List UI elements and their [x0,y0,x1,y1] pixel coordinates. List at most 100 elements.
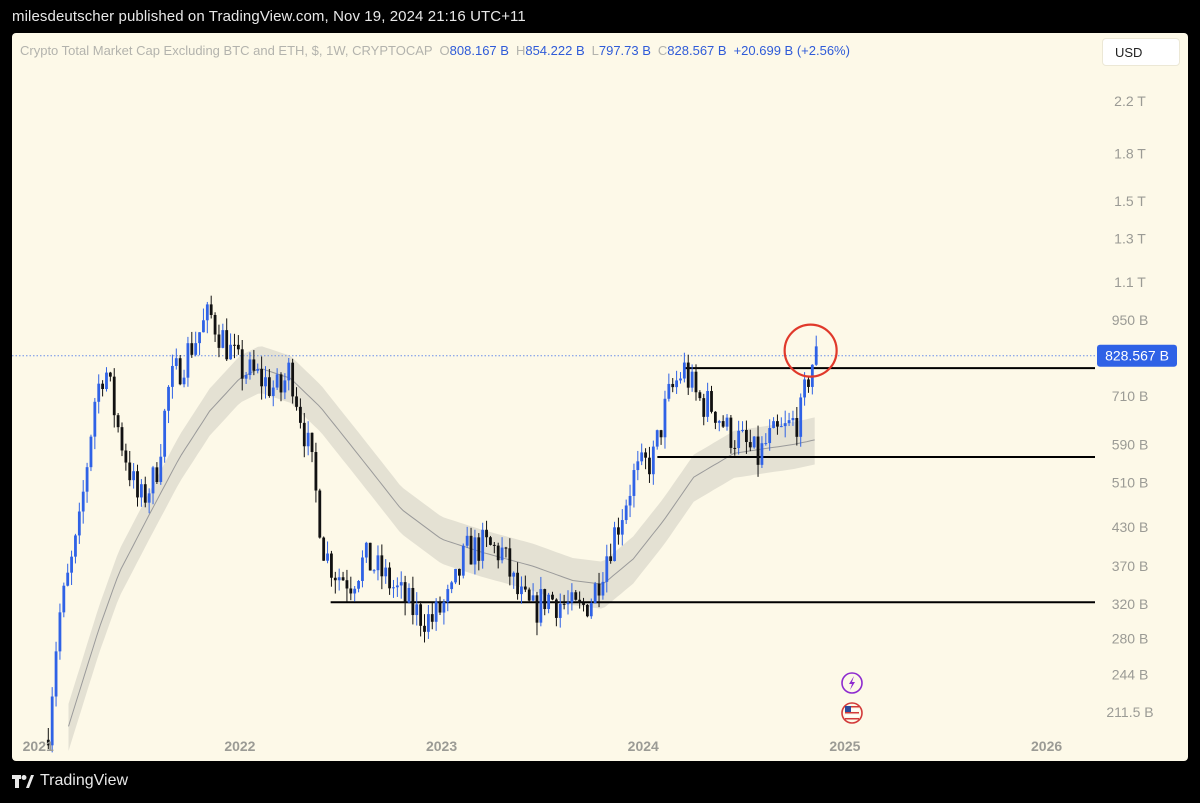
candle-body-136 [574,592,578,600]
candle-body-179 [741,429,744,431]
candle-body-112 [481,529,485,561]
candle-body-59 [275,374,279,388]
candle-body-81 [361,557,364,581]
candle-body-185 [764,443,768,445]
candle-body-160 [667,383,671,399]
candle-body-168 [698,392,702,399]
candle-body-190 [783,423,787,427]
candle-body-56 [264,377,267,387]
candle-body-53 [252,359,256,371]
candle-body-83 [368,542,372,571]
candle-body-163 [679,378,682,381]
x-tick-4: 2025 [829,738,860,754]
candle-body-152 [636,461,640,471]
candle-body-162 [675,380,678,388]
candle-body-77 [345,580,349,589]
candle-body-94 [411,587,415,616]
candle-body-46 [225,330,229,360]
candle-body-114 [489,537,492,545]
candle-body-177 [733,447,737,449]
candle-body-44 [217,334,221,348]
candle-body-22 [132,471,136,481]
candle-body-68 [310,432,314,453]
candle-body-90 [395,585,399,588]
candle-body-131 [554,599,558,618]
candle-body-117 [500,547,504,561]
y-tick-2: 1.5 T [1114,193,1146,209]
candle-body-181 [748,442,752,448]
candle-body-80 [357,580,360,589]
lightning-glyph [849,676,855,690]
candle-body-74 [333,577,337,581]
candle-body-84 [372,570,376,572]
candle-body-42 [209,304,213,315]
candle-body-34 [178,358,182,385]
flag-canton [845,706,851,712]
candle-body-52 [248,359,252,376]
chart-canvas[interactable]: 2.2 T 1.8 T 1.5 T 1.3 T 1.1 T 950 B 710 B 590 B… [12,33,1188,761]
candle-body-82 [364,542,368,558]
candle-body-4 [62,585,66,613]
legend-low-key: L [591,43,599,58]
candle-body-116 [496,545,500,561]
candle-body-151 [632,470,636,496]
candle-body-71 [322,537,326,561]
chart-frame[interactable]: 2.2 T 1.8 T 1.5 T 1.3 T 1.1 T 950 B 710 B 590 B… [12,33,1188,761]
candle-body-133 [562,603,566,605]
candle-body-63 [291,362,295,397]
candle-body-139 [585,604,589,617]
candle-body-61 [283,380,287,393]
candle-body-153 [640,452,644,462]
candle-body-99 [430,614,434,622]
y-tick-7: 590 B [1112,436,1149,452]
tradingview-logo-icon [12,774,34,788]
candle-body-178 [737,430,741,449]
candle-body-123 [523,586,527,590]
flag-stripe-0 [845,706,859,708]
candle-body-73 [330,553,333,578]
candle-body-115 [492,544,496,546]
candle-body-58 [271,387,275,396]
candle-body-95 [415,604,419,616]
candle-body-29 [159,456,163,482]
candle-body-124 [527,589,531,601]
candle-body-144 [605,556,609,582]
flag-stripe-2 [845,712,859,714]
last-price-label: 828.567 B [1105,348,1169,364]
candle-body-20 [124,450,128,463]
ma-line [68,368,815,727]
candle-body-17 [112,376,116,416]
currency-button[interactable]: USD [1102,38,1180,66]
candle-body-37 [190,343,194,355]
candle-body-187 [772,421,775,429]
candle-body-15 [105,372,108,390]
candle-body-85 [376,555,380,571]
x-tick-1: 2022 [224,738,255,754]
candle-body-102 [442,602,446,613]
candle-body-36 [186,343,190,378]
candle-body-12 [93,401,97,437]
candle-body-91 [399,582,403,586]
candle-body-50 [240,349,244,379]
flag-stripe-4 [845,718,859,720]
candle-body-25 [143,484,147,503]
candle-body-18 [116,415,120,428]
candle-body-155 [648,457,651,475]
candle-body-67 [306,432,310,447]
candle-body-108 [465,535,469,546]
candle-body-154 [644,452,647,458]
tradingview-footer-logo[interactable]: TradingView [12,772,128,790]
candle-body-158 [659,430,663,438]
candle-body-157 [655,430,659,447]
candle-body-118 [504,547,508,549]
candle-body-69 [314,452,318,491]
candle-body-6 [70,556,73,573]
candle-body-188 [776,421,779,427]
candle-body-143 [601,581,605,596]
candle-body-182 [752,436,756,448]
legend-open-key: O [439,43,450,58]
candle-body-78 [349,588,353,594]
y-tick-14: 211.5 B [1106,704,1153,720]
candle-body-170 [706,391,710,417]
candle-body-174 [721,421,725,427]
